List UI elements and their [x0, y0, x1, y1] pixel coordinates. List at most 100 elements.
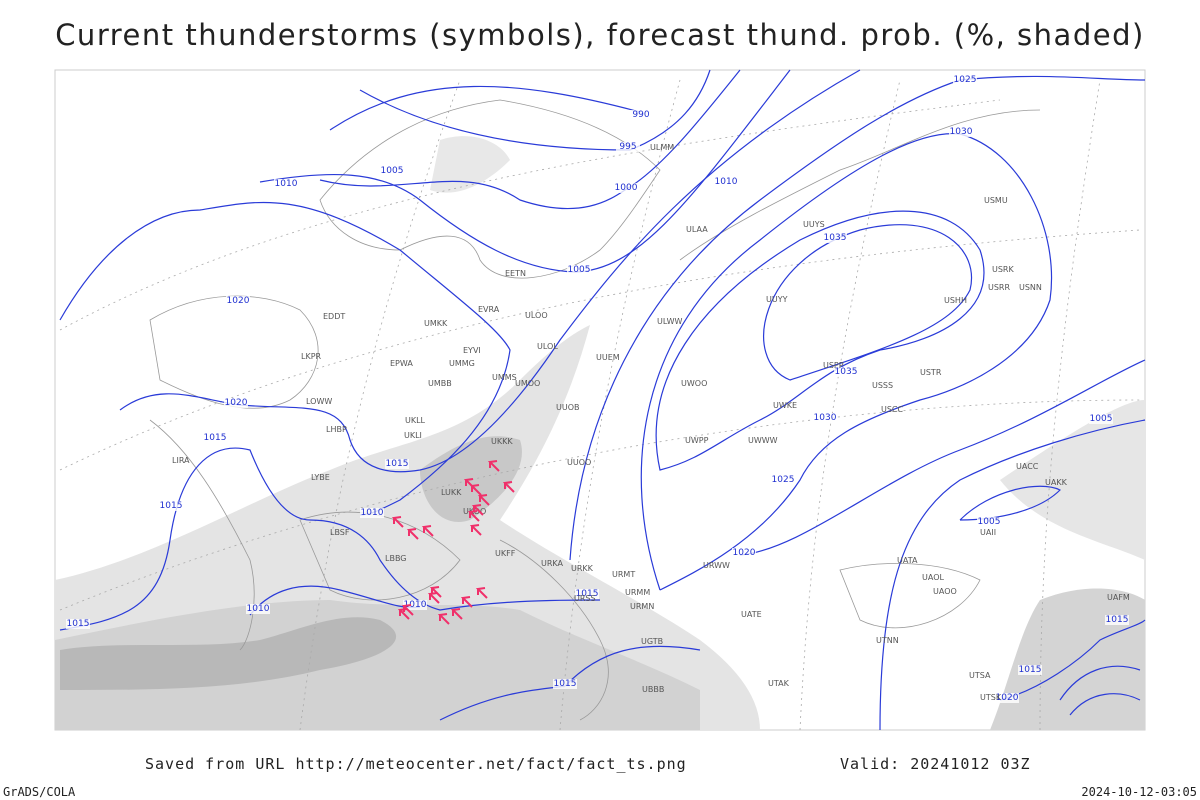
shading	[55, 136, 1145, 730]
isobar-label-bg	[629, 110, 653, 120]
isobar-label-bg	[159, 501, 183, 511]
map: 990 995 1000 1005 1005 1010 1010 1020 1020 1015 10…	[54, 69, 1146, 731]
isobar-label: 1005	[568, 265, 591, 275]
isobar-label: 1005	[381, 166, 404, 176]
isobars	[59, 69, 1146, 731]
isobar-label-bg	[823, 233, 847, 243]
map-labels: 990 995 1000 1005 1005 1010 1010 1020 1020 1015 10…	[66, 75, 1130, 703]
station-label: ULOL	[537, 342, 558, 351]
station-label: UWKE	[773, 401, 797, 410]
station-label: ULOO	[525, 311, 548, 320]
station-label: UMMG	[449, 359, 475, 368]
station-label: LUKK	[441, 488, 462, 497]
station-label: UGTB	[641, 637, 663, 646]
thunderstorm-symbol	[397, 608, 410, 620]
station-label: EDDT	[323, 312, 345, 321]
thunderstorm-symbol	[437, 613, 450, 625]
isobar-label: 1015	[554, 679, 577, 689]
isobar-label-bg	[732, 548, 756, 558]
isobar-label-bg	[1089, 414, 1113, 424]
isobar-label: 1025	[954, 75, 977, 85]
thunderstorm-symbol	[406, 528, 419, 540]
isobar-label-bg	[977, 517, 1001, 527]
station-label: USRK	[992, 265, 1014, 274]
isobar-label-bg	[813, 413, 837, 423]
isobar-label: 1010	[715, 177, 738, 187]
station-label: UATA	[897, 556, 918, 565]
station-label: URMM	[625, 588, 650, 597]
station-label: UMKK	[424, 319, 448, 328]
station-label: UAII	[980, 528, 996, 537]
station-label: LYBE	[311, 473, 330, 482]
isobar-label: 1020	[996, 693, 1019, 703]
station-label: EVRA	[478, 305, 500, 314]
station-label: USNN	[1019, 283, 1042, 292]
station-label: UKLI	[404, 431, 422, 440]
station-label: UUYS	[803, 220, 825, 229]
isobar-label: 1005	[1090, 414, 1113, 424]
isobar-label: 1015	[386, 459, 409, 469]
station-label: LBBG	[385, 554, 407, 563]
isobar-label-bg	[553, 679, 577, 689]
thunderstorm-symbol	[467, 510, 480, 522]
station-label: USMU	[984, 196, 1008, 205]
thunderstorm-symbol	[391, 516, 404, 528]
isobar-label-bg	[203, 433, 227, 443]
station-label: USRR	[988, 283, 1010, 292]
station-label: UWOO	[681, 379, 707, 388]
isobar-label: 1035	[824, 233, 847, 243]
credit: GrADS/COLA	[3, 785, 76, 799]
station-label: USTR	[920, 368, 942, 377]
isobar-label: 1030	[814, 413, 837, 423]
isobar-label: 995	[619, 142, 636, 152]
station-label: URMT	[612, 570, 635, 579]
thunderstorm-symbol	[460, 596, 473, 608]
station-label: UWPP	[685, 436, 709, 445]
isobar-label: 1015	[160, 501, 183, 511]
station-label: URMN	[630, 602, 654, 611]
isobar-label: 1010	[275, 179, 298, 189]
isobar-label: 1015	[67, 619, 90, 629]
isobar-label-bg	[949, 127, 973, 137]
station-label: ULAA	[686, 225, 708, 234]
timestamp: 2024-10-12-03:05	[1081, 785, 1197, 799]
station-label: UMBB	[428, 379, 452, 388]
station-label: UKKK	[491, 437, 513, 446]
isobar-label-bg	[575, 589, 599, 599]
isobar-label: 1030	[950, 127, 973, 137]
isobar-label: 1015	[1019, 665, 1042, 675]
thunderstorm-symbol	[487, 460, 500, 472]
station-label: UATE	[741, 610, 762, 619]
station-label: LKPR	[301, 352, 322, 361]
station-label: EYVI	[463, 346, 481, 355]
station-label: USHH	[944, 296, 967, 305]
isobar-label-bg	[403, 600, 427, 610]
isobar-label-bg	[771, 475, 795, 485]
station-label: UUEM	[596, 353, 620, 362]
isobar-label-bg	[567, 265, 591, 275]
isobar-label-bg	[226, 296, 250, 306]
station-label: LOWW	[306, 397, 332, 406]
station-label: UAOL	[922, 573, 944, 582]
thunderstorm-symbol	[475, 587, 488, 599]
valid-time: Valid: 20241012 03Z	[840, 755, 1031, 773]
station-label: UMMS	[492, 373, 517, 382]
station-label: UMOO	[515, 379, 540, 388]
station-label: LHBP	[326, 425, 347, 434]
isobar-label-bg	[834, 367, 858, 377]
isobar-label-bg	[66, 619, 90, 629]
isobar-label: 1020	[225, 398, 248, 408]
station-label: ULMM	[650, 143, 674, 152]
isobar-label: 990	[632, 110, 649, 120]
station-label: UAKK	[1045, 478, 1068, 487]
station-label: EPWA	[390, 359, 413, 368]
coastlines	[149, 99, 1041, 721]
isobar-label-bg	[274, 179, 298, 189]
station-label: URKA	[541, 559, 564, 568]
isobar-label-bg	[385, 459, 409, 469]
source-url: Saved from URL http://meteocenter.net/fa…	[145, 755, 687, 773]
station-label: UWWW	[748, 436, 778, 445]
station-label: UUOO	[567, 458, 591, 467]
isobar-label: 1020	[227, 296, 250, 306]
